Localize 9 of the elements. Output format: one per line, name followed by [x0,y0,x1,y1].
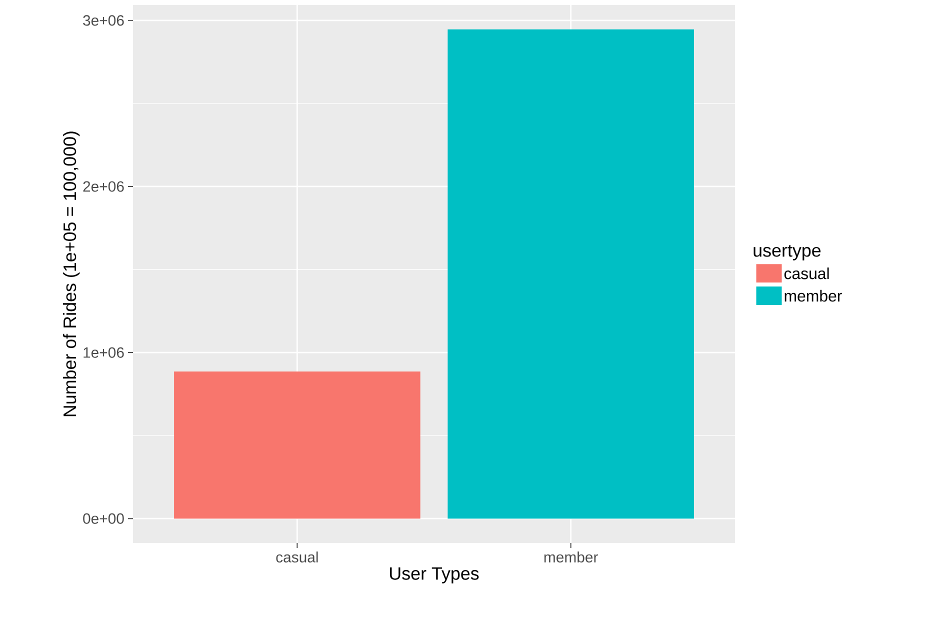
legend-label: member [784,290,842,302]
y-tick-label: 2e+06 [83,181,124,192]
legend-label: casual [784,268,829,280]
y-tick-label: 1e+06 [84,347,124,358]
y-tick-label: 0e+00 [83,513,124,524]
legend-title: usertype [754,245,821,260]
y-axis-title: Number of Rides (1e+05 = 100,000) [62,132,80,416]
x-axis-title: User Types [390,567,479,584]
y-tick-label: 3e+06 [83,15,124,26]
